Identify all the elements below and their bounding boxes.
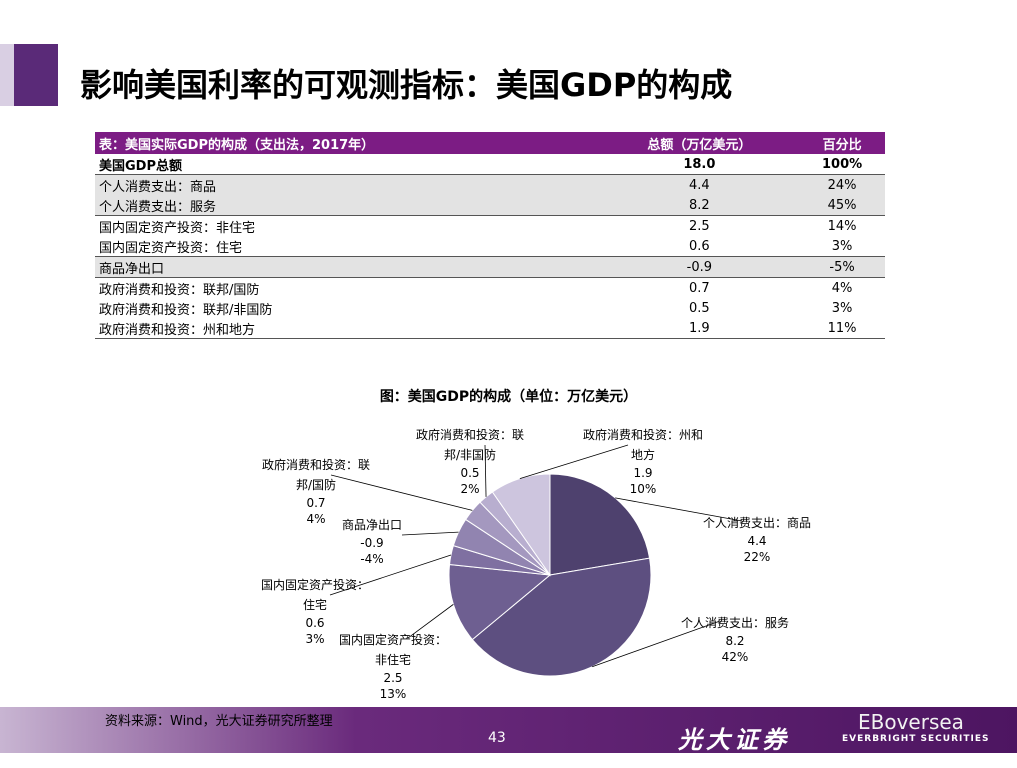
table-row: 个人消费支出：商品 4.4 24% <box>95 174 885 195</box>
table-cell: 政府消费和投资：联邦/国防 <box>95 277 600 298</box>
slice-name: 国内固定资产投资：非住宅 <box>338 633 447 667</box>
table-cell: 14% <box>799 215 885 236</box>
table-row: 个人消费支出：服务 8.2 45% <box>95 195 885 216</box>
slice-percent: 42% <box>721 650 749 664</box>
slice-label: 政府消费和投资：联邦/国防 0.7 4% <box>256 455 376 527</box>
slice-name: 个人消费支出：服务 <box>680 616 789 630</box>
table-cell: 24% <box>799 174 885 195</box>
table-cell: 11% <box>799 318 885 339</box>
table-cell: 3% <box>831 300 853 316</box>
leader-line <box>615 497 743 522</box>
slice-label: 商品净出口 -0.9 -4% <box>327 515 417 567</box>
slice-name: 政府消费和投资：联邦/非国防 <box>415 428 524 462</box>
table-cell: -0.9 <box>599 256 800 278</box>
slice-percent: 4% <box>306 512 326 526</box>
slice-value: 0.6 <box>305 616 325 630</box>
table-row: 美国GDP总额 18.0 100% <box>95 154 885 175</box>
table-cell: 0.6 <box>689 238 710 254</box>
table-row: 国内固定资产投资：住宅 0.6 3% <box>95 236 885 257</box>
slice-percent: -4% <box>360 552 384 566</box>
slice-label: 个人消费支出：商品 4.4 22% <box>692 513 822 565</box>
table-cell: 0.5 <box>689 300 710 316</box>
slice-value: 2.5 <box>383 671 403 685</box>
slice-value: -0.9 <box>360 536 384 550</box>
slice-label: 国内固定资产投资：非住宅 2.5 13% <box>338 630 448 702</box>
slice-percent: 2% <box>460 482 480 496</box>
table-cell: 政府消费和投资：联邦/非国防 <box>99 302 273 318</box>
table-cell: -5% <box>799 256 885 278</box>
table-row: 国内固定资产投资：非住宅 2.5 14% <box>95 215 885 236</box>
slice-name: 政府消费和投资：联邦/国防 <box>261 458 370 492</box>
footer-bar <box>0 707 1017 753</box>
leader-line <box>407 604 454 639</box>
pie-slice <box>471 557 652 677</box>
chart-title: 图：美国GDP的构成（单位：万亿美元） <box>379 389 638 405</box>
header-cell: 百分比 <box>799 132 885 154</box>
page-number: 43 <box>488 730 506 746</box>
pie-slice <box>448 563 552 641</box>
slice-name: 国内固定资产投资：住宅 <box>260 578 369 612</box>
slide-title: 影响美国利率的可观测指标：美国GDP的构成 <box>80 66 733 104</box>
leader-line <box>401 531 459 536</box>
slice-value: 1.9 <box>633 466 653 480</box>
slice-label: 国内固定资产投资：住宅 0.6 3% <box>260 575 370 647</box>
table-cell: 商品净出口 <box>95 256 600 278</box>
slice-percent: 13% <box>379 687 407 701</box>
slice-value: 4.4 <box>747 534 767 548</box>
table-row: 商品净出口 -0.9 -5% <box>95 256 885 278</box>
brand: 光大证券 <box>678 726 790 754</box>
table-cell: 2.5 <box>599 215 800 236</box>
header-cell: 总额（万亿美元） <box>599 132 800 154</box>
data-table: 表：美国实际GDP的构成（支出法，2017年） 总额（万亿美元） 百分比 美国GDP总… <box>95 132 885 339</box>
leader-line <box>330 474 473 511</box>
table-cell: 国内固定资产投资：住宅 <box>99 240 243 256</box>
logo-block <box>0 44 14 106</box>
table-row: 政府消费和投资：联邦/国防 0.7 4% <box>95 277 885 298</box>
slice-name: 商品净出口 <box>341 518 402 532</box>
slice-name: 个人消费支出：商品 <box>702 516 811 530</box>
table-cell: 18.0 <box>683 156 716 172</box>
slice-label: 政府消费和投资：联邦/非国防 0.5 2% <box>410 425 530 497</box>
leader-line <box>329 554 452 596</box>
table-cell: 国内固定资产投资：非住宅 <box>95 215 600 236</box>
table-cell: 8.2 <box>599 195 800 216</box>
table-cell: 3% <box>831 238 853 254</box>
slice-label: 政府消费和投资：州和地方 1.9 10% <box>583 425 703 497</box>
leader-line <box>592 620 721 668</box>
table-cell: 美国GDP总额 <box>99 158 182 174</box>
table-row: 政府消费和投资：州和地方 1.9 11% <box>95 318 885 339</box>
table-cell: 1.9 <box>599 318 800 339</box>
slice-percent: 10% <box>629 482 657 496</box>
table-cell: 0.7 <box>599 277 800 298</box>
table-cell: 政府消费和投资：州和地方 <box>95 318 600 339</box>
slice-name: 政府消费和投资：州和地方 <box>583 428 704 462</box>
table-row: 政府消费和投资：联邦/非国防 0.5 3% <box>95 298 885 318</box>
table-cell: 45% <box>799 195 885 216</box>
slice-percent: 22% <box>743 550 771 564</box>
table-cell: 4% <box>799 277 885 298</box>
table-cell: 100% <box>821 156 863 172</box>
leader-line <box>484 444 487 497</box>
slice-value: 0.5 <box>460 466 480 480</box>
table-cell: 个人消费支出：商品 <box>95 174 600 195</box>
slice-percent: 3% <box>305 632 325 646</box>
source-note: 资料来源：Wind，光大证券研究所整理 <box>105 714 333 729</box>
table-cell: 个人消费支出：服务 <box>95 195 600 216</box>
brand-en: EVERBRIGHT SECURITIES <box>842 734 990 744</box>
table-cell: 4.4 <box>599 174 800 195</box>
watermark: EBoversea <box>858 710 964 734</box>
header-cell: 表：美国实际GDP的构成（支出法，2017年） <box>95 132 600 154</box>
leader-line <box>519 444 629 479</box>
slice-label: 个人消费支出：服务 8.2 42% <box>675 613 795 665</box>
pie-slice <box>549 473 651 576</box>
slice-value: 0.7 <box>306 496 326 510</box>
slice-value: 8.2 <box>725 634 745 648</box>
